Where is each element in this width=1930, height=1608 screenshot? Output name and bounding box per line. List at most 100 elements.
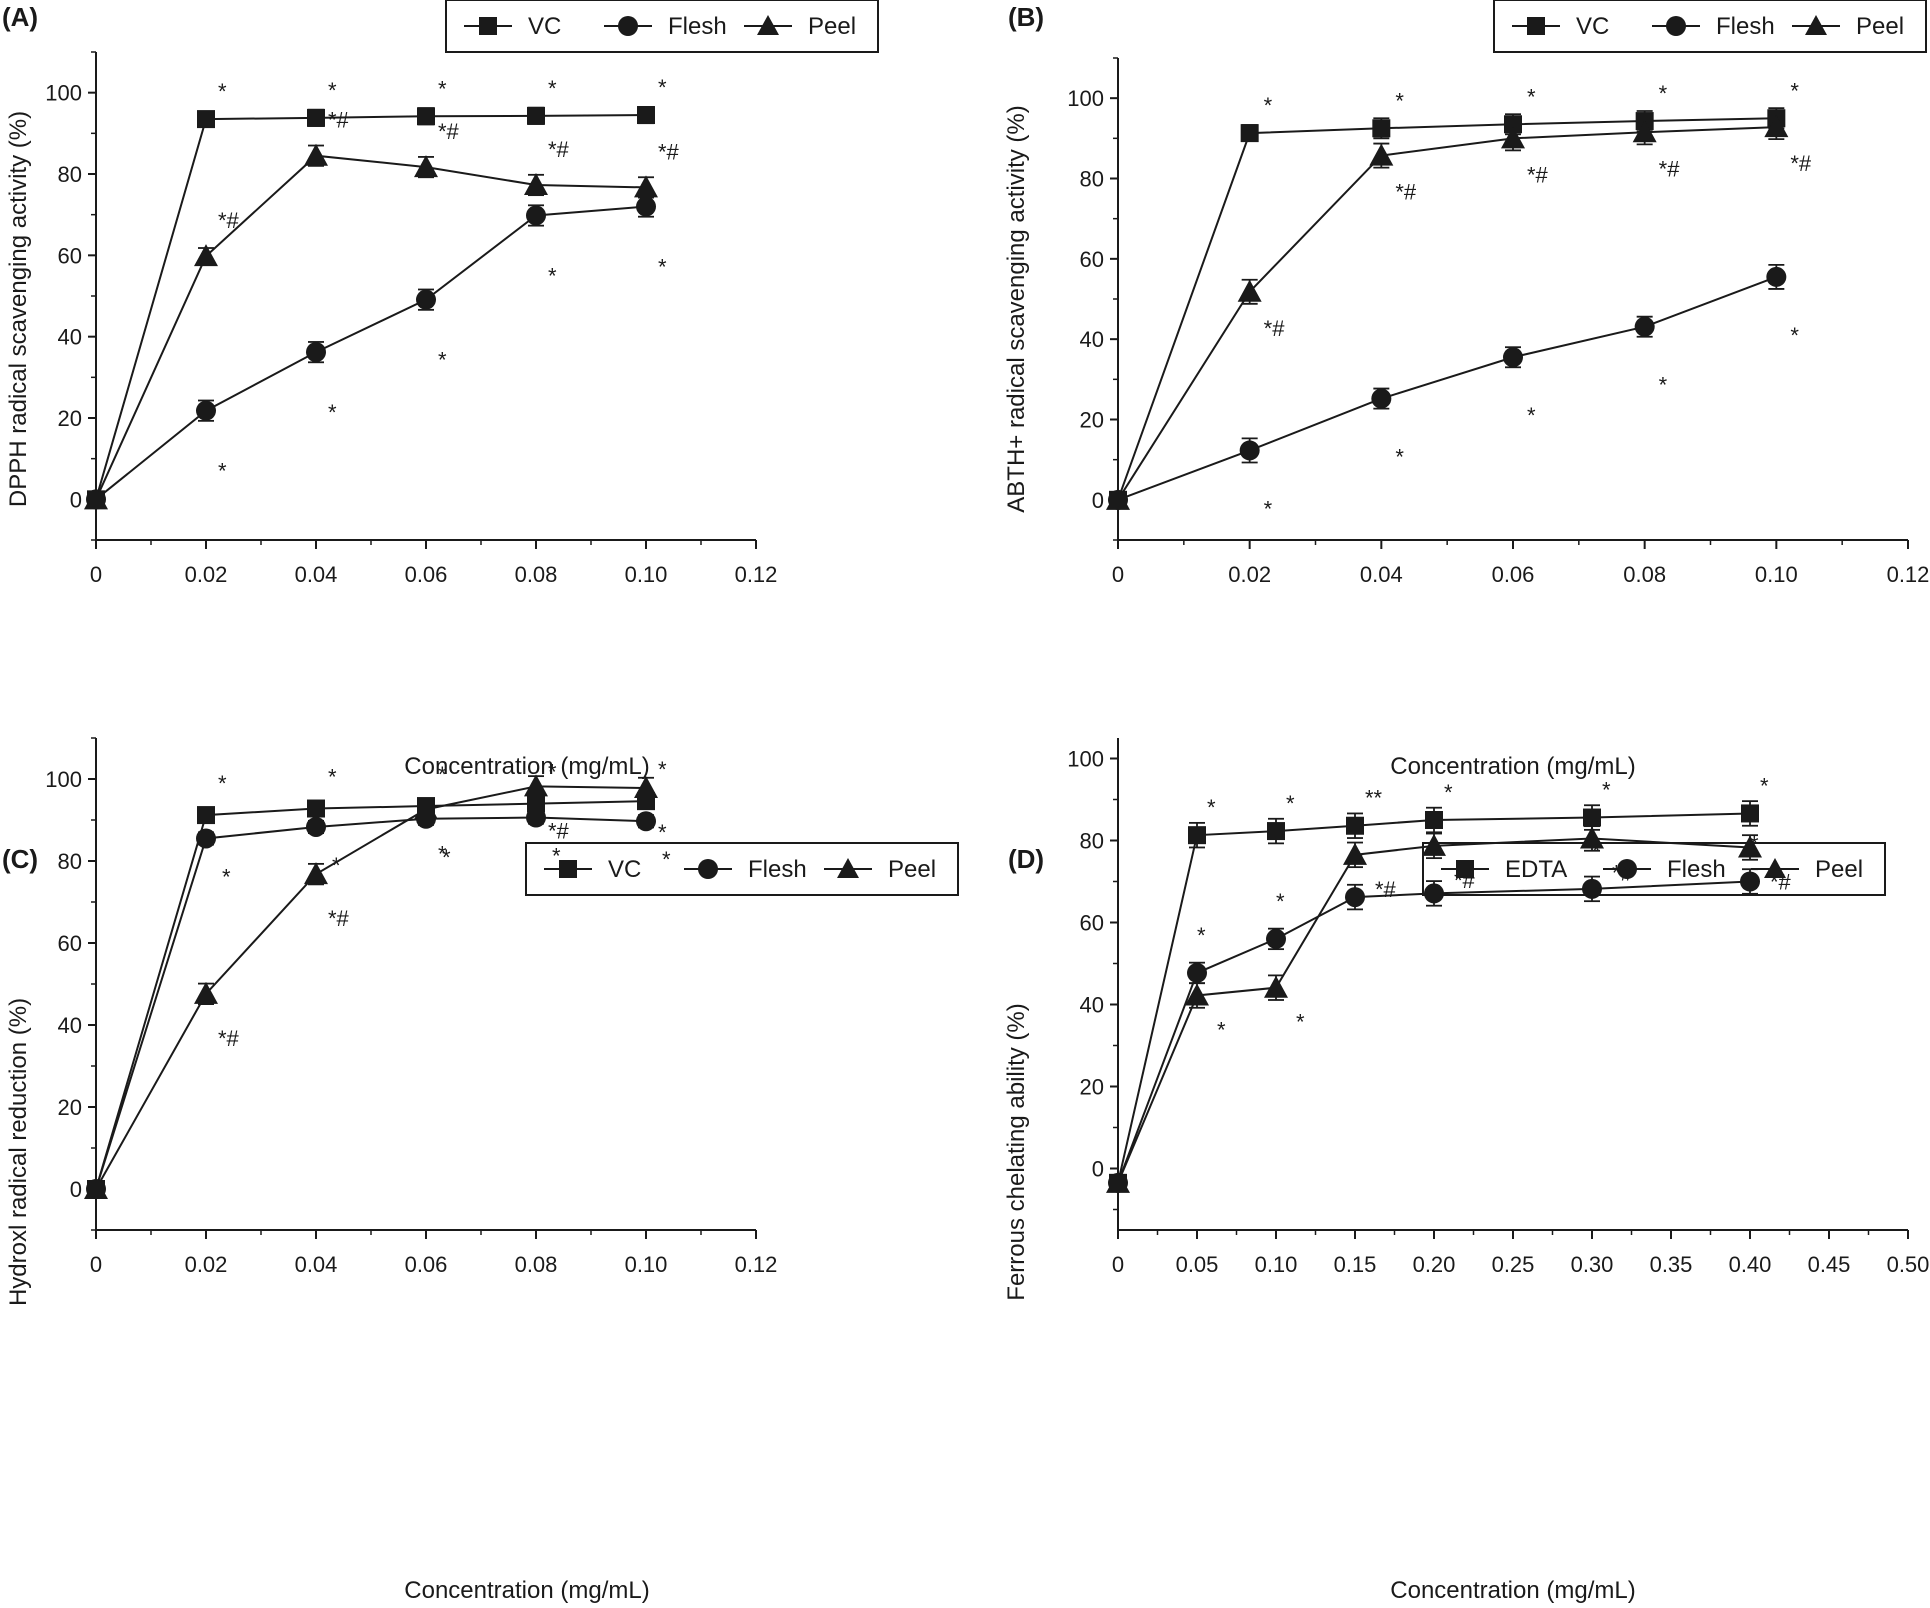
y-tick-label: 60 [1080,911,1104,936]
y-tick-label: 40 [58,325,82,350]
significance-label: * [438,76,447,101]
data-point-peel [304,143,328,166]
y-tick-label: 80 [1080,829,1104,854]
significance-label: * [1790,78,1799,103]
significance-label: *# [548,818,570,843]
y-tick-label: 20 [58,1095,82,1120]
data-point-flesh [526,205,546,226]
x-tick-label: 0.10 [625,562,668,587]
data-point-vc [527,106,545,125]
x-tick-label: 0.05 [1176,1252,1219,1277]
x-tick-label: 0.50 [1887,1252,1930,1277]
data-point-peel [1632,120,1657,143]
y-axis-title: Hydroxl radical reduction (%) [5,998,32,1306]
significance-label: * [1286,791,1295,816]
data-point-peel [84,1177,108,1199]
significance-label: * [1264,496,1273,521]
x-tick-label: 0.04 [1360,562,1403,587]
significance-label: * [1395,88,1404,113]
significance-label: * [1264,93,1273,118]
x-tick-label: 0 [90,1252,102,1277]
series-line-flesh [1117,880,1751,1184]
series-line-vc [1117,117,1777,501]
significance-label: * [1659,373,1668,398]
x-tick-label: 0.10 [1755,562,1798,587]
data-point-peel [1738,835,1762,858]
significance-label: * [1602,778,1611,803]
significance-label: *# [1659,156,1681,181]
legend-circle-icon [1666,16,1686,36]
y-tick-label: 0 [70,1177,82,1202]
significance-label: *# [1395,180,1417,205]
legend-label: Flesh [1716,13,1775,40]
legend-label: EDTA [1505,856,1567,883]
data-point-vc [1372,119,1391,138]
legend-label: Peel [1815,856,1863,883]
legend-triangle-icon [1805,15,1827,35]
x-tick-label: 0.15 [1334,1252,1377,1277]
data-point-edta [1741,804,1759,823]
legend-label: VC [1576,13,1609,40]
data-point-peel [1185,983,1209,1006]
y-tick-label: 20 [1080,1075,1104,1100]
x-tick-label: 0.06 [1492,562,1535,587]
significance-label: *# [1770,869,1792,894]
panel-d: (D) EDTA Flesh Peel Ferrous chelating ab… [1003,738,1929,1604]
panel-b: (B) VC Flesh Peel ABTH+ radical scavengi… [1003,0,1929,780]
data-point-flesh [1239,440,1260,461]
significance-label: * [1790,323,1799,348]
significance-label: * [1527,403,1536,428]
x-tick-label: 0.30 [1571,1252,1614,1277]
legend-label: Flesh [748,856,807,883]
data-point-flesh [1187,962,1207,983]
significance-label: * [548,76,557,101]
y-axis-title: ABTH+ radical scavenging activity (%) [1003,105,1030,512]
significance-label: *# [1527,162,1549,187]
data-point-flesh [1634,316,1655,337]
significance-label: * [1444,780,1453,805]
panel-c: (C) VC Flesh Peel Hydroxl radical reduct… [2,737,959,1604]
y-tick-label: 60 [58,931,82,956]
legend-label: Flesh [1667,856,1726,883]
data-point-flesh [1424,883,1444,904]
y-tick-label: 80 [58,162,82,187]
legend: VC Flesh Peel [525,842,959,896]
y-tick-label: 40 [1080,993,1104,1018]
data-point-edta [1267,822,1285,841]
data-point-vc [197,806,215,825]
legend-frame [445,0,879,53]
legend-square-icon [1527,17,1545,35]
series-line-vc [95,114,647,500]
y-tick-label: 100 [45,767,82,792]
data-point-flesh [1740,871,1760,892]
significance-label: * [1197,923,1206,948]
legend-label: VC [528,13,561,40]
data-point-peel [1343,842,1367,865]
panel-label: (A) [2,2,38,32]
significance-label: *# [218,1026,240,1051]
x-tick-label: 0.12 [1887,562,1930,587]
legend-triangle-icon [1764,858,1786,878]
significance-label: * [1207,795,1216,820]
data-point-peel [194,244,218,267]
data-point-vc [527,794,545,813]
x-tick-label: 0.06 [405,562,448,587]
significance-label: * [218,459,227,484]
significance-label: * [548,760,557,785]
data-point-peel [1369,143,1394,166]
y-tick-label: 20 [1080,408,1104,433]
data-point-peel [1422,833,1446,856]
series-line-peel [95,785,647,1190]
y-tick-label: 100 [1067,747,1104,772]
x-tick-label: 0 [90,562,102,587]
x-tick-label: 0 [1112,1252,1124,1277]
data-point-peel [634,175,658,198]
y-tick-label: 0 [70,487,82,512]
x-tick-label: 0.40 [1729,1252,1772,1277]
x-tick-label: 0.35 [1650,1252,1693,1277]
data-point-vc [307,108,325,127]
data-point-peel [1106,1170,1130,1193]
